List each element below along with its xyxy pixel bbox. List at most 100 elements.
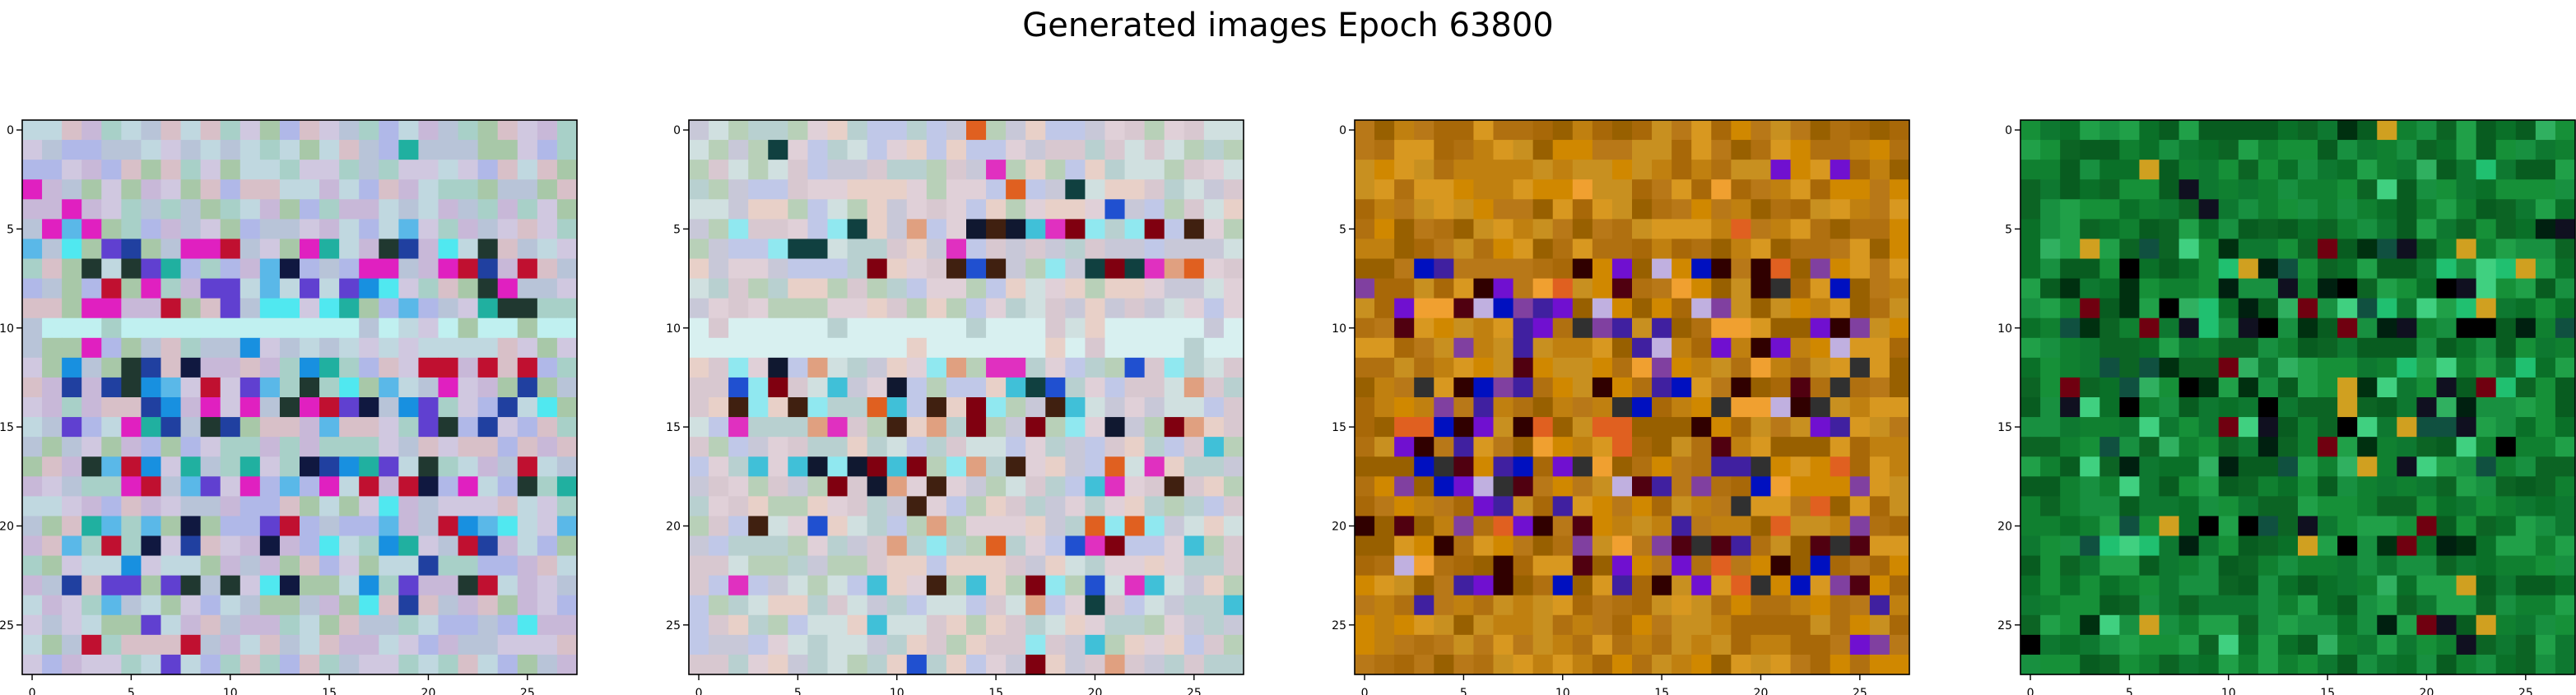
pixel-cell (1513, 555, 1534, 577)
pixel-cell (2159, 516, 2180, 537)
pixel-cell (966, 417, 987, 438)
pixel-cell (556, 476, 578, 497)
pixel-cell (1810, 456, 1831, 477)
pixel-cell (458, 120, 479, 141)
pixel-cell (1065, 496, 1086, 517)
pixel-cell (2238, 397, 2259, 418)
pixel-cell (1810, 614, 1831, 636)
pixel-cell (1104, 219, 1126, 240)
pixel-cell (101, 160, 122, 180)
pixel-cell (180, 377, 202, 398)
pixel-cell (22, 278, 43, 299)
pixel-cell (1124, 417, 1146, 438)
pixel-cell (2318, 278, 2338, 299)
pixel-cell (2555, 397, 2576, 418)
pixel-cell (2198, 516, 2220, 537)
pixel-cell (1006, 496, 1026, 517)
pixel-cell (1711, 140, 1732, 160)
pixel-cell (1006, 456, 1026, 477)
pixel-cell (1552, 516, 1574, 537)
pixel-cell (1652, 437, 1672, 457)
pixel-cell (867, 377, 888, 398)
pixel-cell (2080, 496, 2100, 517)
pixel-cell (1731, 397, 1752, 418)
pixel-cell (2298, 437, 2318, 457)
pixel-cell (709, 258, 729, 280)
pixel-cell (1592, 317, 1613, 339)
pixel-cell (101, 179, 122, 200)
pixel-cell (1849, 614, 1871, 636)
pixel-cell (2357, 614, 2378, 636)
pixel-cell (517, 516, 538, 537)
pixel-cell (1849, 377, 1871, 398)
pixel-cell (2020, 357, 2041, 378)
pixel-cell (200, 357, 221, 378)
pixel-cell (2357, 654, 2378, 675)
pixel-cell (1394, 555, 1415, 577)
pixel-cell (438, 417, 459, 438)
pixel-cell (2535, 357, 2556, 378)
pixel-cell (1223, 496, 1244, 517)
pixel-cell (1124, 654, 1146, 675)
pixel-cell (2159, 337, 2180, 359)
pixel-cell (359, 337, 379, 359)
pixel-cell (2515, 437, 2536, 457)
pixel-cell (1652, 278, 1672, 299)
pixel-cell (180, 654, 202, 675)
pixel-cell (1810, 417, 1831, 438)
pixel-cell (1065, 239, 1086, 260)
pixel-cell (1085, 140, 1106, 160)
pixel-cell (1473, 535, 1495, 557)
pixel-cell (1849, 397, 1871, 418)
pixel-cell (2416, 120, 2438, 141)
pixel-cell (2060, 239, 2081, 260)
pixel-cell (1394, 417, 1415, 438)
pixel-cell (1889, 516, 1910, 537)
pixel-cell (1532, 476, 1554, 497)
pixel-cell (2555, 575, 2576, 596)
pixel-cell (141, 456, 162, 477)
pixel-cell (22, 654, 43, 675)
pixel-cell (1434, 654, 1454, 675)
pixel-cell (141, 140, 162, 160)
pixel-cell (2139, 120, 2160, 141)
pixel-cell (220, 179, 241, 200)
pixel-cell (1869, 298, 1890, 319)
pixel-cell (2436, 397, 2457, 418)
pixel-cell (1849, 140, 1871, 160)
pixel-cell (101, 535, 122, 557)
pixel-cell (1434, 575, 1454, 596)
pixel-cell (2495, 377, 2517, 398)
pixel-cell (2456, 654, 2477, 675)
pixel-cell (2159, 120, 2180, 141)
pixel-cell (2119, 337, 2141, 359)
pixel-cell (847, 476, 868, 497)
pixel-cell (239, 456, 261, 477)
pixel-cell (101, 258, 122, 280)
pixel-cell (200, 239, 221, 260)
pixel-cell (2099, 258, 2120, 280)
pixel-cell (2555, 239, 2576, 260)
pixel-cell (62, 120, 82, 141)
pixel-cell (2515, 496, 2536, 517)
pixel-cell (359, 199, 379, 220)
pixel-cell (2238, 654, 2259, 675)
pixel-cell (537, 377, 558, 398)
pixel-cell (2099, 417, 2120, 438)
pixel-cell (42, 239, 63, 260)
pixel-cell (768, 634, 788, 656)
pixel-cell (477, 654, 499, 675)
pixel-cell (1532, 140, 1554, 160)
pixel-cell (2397, 317, 2418, 339)
pixel-cell (1513, 437, 1534, 457)
pixel-cell (1572, 496, 1593, 517)
pixel-cell (2456, 634, 2477, 656)
pixel-cell (1453, 239, 1475, 260)
pixel-cell (2080, 476, 2100, 497)
pixel-cell (1751, 219, 1772, 240)
pixel-cell (2218, 614, 2239, 636)
pixel-cell (1711, 496, 1732, 517)
x-tick-label: 20 (1088, 687, 1103, 695)
pixel-cell (2277, 258, 2299, 280)
pixel-cell (1790, 614, 1811, 636)
